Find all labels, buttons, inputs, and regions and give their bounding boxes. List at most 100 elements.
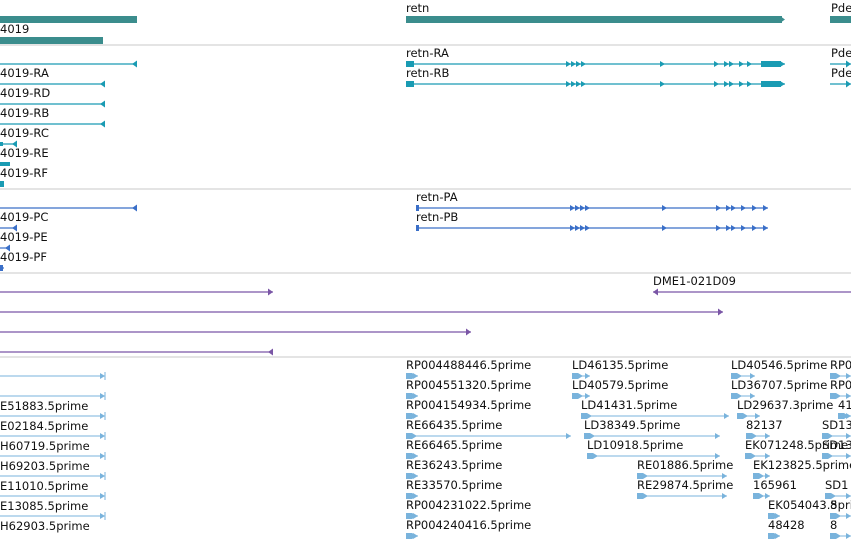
transcript-feature[interactable]: 4019-RF <box>0 162 48 187</box>
transcript-feature[interactable]: 4019-RE <box>0 140 49 161</box>
gene-bar[interactable] <box>406 16 782 23</box>
est-feature[interactable]: RP004551320.5prime <box>406 378 531 399</box>
est-feature[interactable]: RP004231022.5prime <box>406 498 531 519</box>
est-feature[interactable]: RE33570.5prime <box>406 478 502 499</box>
transcript-feature[interactable]: 4019-RD <box>0 80 105 101</box>
transcript-label: 4019-RD <box>0 86 50 100</box>
est-feature[interactable]: LD10918.5prime <box>587 438 720 459</box>
est-label: EK123825.5prime <box>753 458 851 472</box>
est-feature[interactable]: RE66465.5prime <box>406 438 502 459</box>
est-feature[interactable]: E13085.5prime <box>0 492 106 513</box>
est-feature[interactable]: RE29874.5prime <box>637 478 733 499</box>
est-feature[interactable]: E51883.5prime <box>0 392 106 413</box>
transcript-label: Pde <box>831 66 851 80</box>
est-label: SD13 <box>822 438 851 452</box>
est-feature[interactable]: 8 <box>830 518 851 539</box>
gene-bar[interactable] <box>0 37 103 44</box>
gene-track: 4019 retn Pde <box>0 1 851 44</box>
clone-feature[interactable] <box>0 308 723 316</box>
protein-feature[interactable]: 4019-PE <box>0 230 48 252</box>
est-feature[interactable]: 82137 <box>746 418 783 439</box>
transcript-feature[interactable]: retn-RB <box>406 66 785 87</box>
est-label: RP0 <box>830 378 851 392</box>
est-feature[interactable]: EK123825.5prime <box>753 458 851 479</box>
gene-feature[interactable] <box>0 16 137 23</box>
transcript-label: retn-RB <box>406 66 449 80</box>
est-feature[interactable]: LD29637.3prime <box>737 398 833 419</box>
est-feature[interactable]: E02184.5prime <box>0 412 106 433</box>
gene-bar[interactable] <box>830 16 851 23</box>
transcript-feature[interactable]: 4019-RA <box>0 60 137 81</box>
est-label: RE66465.5prime <box>406 438 502 452</box>
est-label: E02184.5prime <box>0 419 88 433</box>
transcript-track: 4019-RA 4019-RD 4019-RB 4019-RC 4019-RE 4019-… <box>0 46 851 187</box>
protein-feature[interactable]: 4019-PC <box>0 210 48 232</box>
est-feature[interactable]: RP004154934.5prime <box>406 398 531 419</box>
est-feature[interactable]: RE66435.5prime <box>406 418 571 439</box>
est-feature[interactable]: LD36707.5prime <box>731 378 827 399</box>
transcript-feature[interactable]: retn-RA <box>406 46 785 67</box>
est-feature[interactable]: 165961 <box>753 478 797 499</box>
est-feature[interactable]: RE36243.5prime <box>406 458 502 479</box>
est-label: E11010.5prime <box>0 479 88 493</box>
est-feature[interactable]: SD13 <box>822 438 851 459</box>
est-label: RE01886.5prime <box>637 458 733 472</box>
gene-feature[interactable]: 4019 <box>0 22 103 44</box>
protein-feature[interactable]: retn-PA <box>416 190 768 211</box>
est-feature[interactable]: LD46135.5prime <box>572 358 668 379</box>
est-feature[interactable]: 41 <box>838 398 851 419</box>
est-feature[interactable]: RE01886.5prime <box>637 458 733 479</box>
protein-feature[interactable]: retn-PB <box>416 210 768 231</box>
clone-feature[interactable] <box>0 288 273 296</box>
est-feature[interactable]: H62903.5prime <box>0 512 106 533</box>
gene-feature[interactable]: Pde <box>830 1 851 23</box>
est-feature[interactable]: SD1 <box>825 478 851 499</box>
est-label: LD40546.5prime <box>731 358 827 372</box>
clone-feature[interactable] <box>0 348 273 356</box>
est-label: 8 <box>830 498 837 512</box>
transcript-label: 4019-RA <box>0 66 49 80</box>
clone-feature[interactable] <box>0 328 471 336</box>
est-feature[interactable]: E11010.5prime <box>0 472 106 493</box>
est-feature[interactable]: RP0 <box>830 378 851 399</box>
protein-feature[interactable] <box>0 204 137 212</box>
est-track: E51883.5prime E02184.5prime H60719.5prime H… <box>0 358 851 539</box>
est-label: RP0 <box>830 358 851 372</box>
est-label: 165961 <box>753 478 797 492</box>
est-label: RP004231022.5prime <box>406 498 531 512</box>
est-feature[interactable]: EK071248.5prime <box>745 438 848 459</box>
gene-label: 4019 <box>0 22 29 36</box>
est-feature[interactable]: LD40579.5prime <box>572 378 668 399</box>
est-feature[interactable]: LD41431.5prime <box>581 398 729 419</box>
est-label: LD40579.5prime <box>572 378 668 392</box>
transcript-feature[interactable]: Pde <box>830 46 851 68</box>
est-label: H62903.5prime <box>0 519 90 533</box>
est-label: RE29874.5prime <box>637 478 733 492</box>
est-feature[interactable]: H60719.5prime <box>0 432 106 453</box>
transcript-feature[interactable]: 4019-RB <box>0 100 105 121</box>
est-feature[interactable]: RP0 <box>830 358 851 379</box>
est-feature[interactable]: SD13 <box>822 418 851 439</box>
est-label: 8 <box>830 518 837 532</box>
transcript-feature[interactable]: 4019-RC <box>0 120 105 141</box>
est-label: RP004154934.5prime <box>406 398 531 412</box>
est-feature[interactable]: H69203.5prime <box>0 452 106 473</box>
gene-bar[interactable] <box>0 16 137 23</box>
est-feature[interactable]: EK054043.5prime <box>768 498 851 519</box>
est-feature[interactable]: LD40546.5prime <box>731 358 827 379</box>
est-label: H60719.5prime <box>0 439 90 453</box>
est-label: H69203.5prime <box>0 459 90 473</box>
est-feature[interactable]: RP004488446.5prime <box>406 358 531 379</box>
est-feature[interactable]: 8 <box>830 498 851 519</box>
est-feature[interactable] <box>0 372 106 380</box>
gene-feature[interactable]: retn <box>406 1 785 23</box>
est-label: LD29637.3prime <box>737 398 833 412</box>
est-feature[interactable]: 48428 <box>768 518 805 539</box>
protein-feature[interactable]: 4019-PF <box>0 250 47 271</box>
protein-track: 4019-PC 4019-PE 4019-PF retn-PA retn-PB <box>0 190 768 271</box>
est-feature[interactable]: LD38349.5prime <box>584 418 720 439</box>
transcript-feature[interactable]: Pde <box>830 66 851 88</box>
protein-label: 4019-PF <box>0 250 47 264</box>
est-feature[interactable]: RP004240416.5prime <box>406 518 531 539</box>
clone-feature[interactable]: DME1-021D09 <box>653 274 851 296</box>
